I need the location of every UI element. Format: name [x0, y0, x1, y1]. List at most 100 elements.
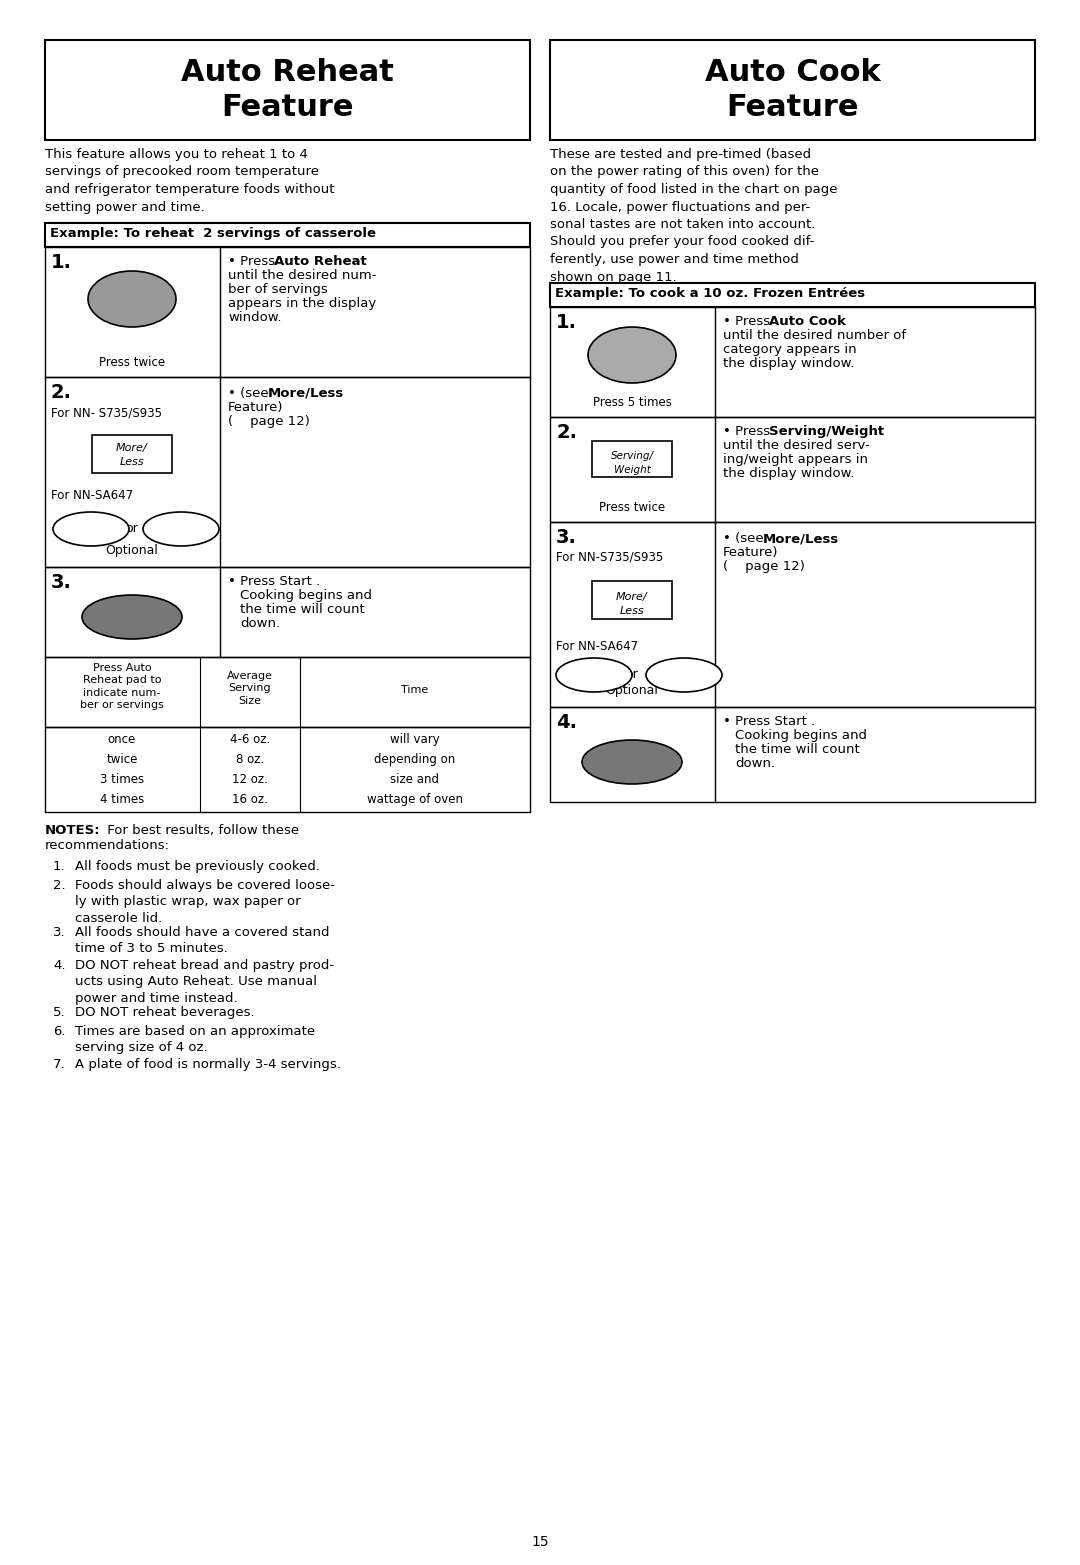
Text: will vary: will vary — [390, 732, 440, 747]
Text: the display window.: the display window. — [723, 466, 854, 480]
Text: 3.: 3. — [556, 527, 577, 548]
Text: • (see: • (see — [228, 387, 273, 401]
Text: 2.: 2. — [556, 423, 577, 441]
Text: All foods must be previously cooked.: All foods must be previously cooked. — [75, 861, 320, 873]
Text: Example: To reheat  2 servings of casserole: Example: To reheat 2 servings of cassero… — [50, 227, 376, 239]
Text: For NN-S735/S935: For NN-S735/S935 — [556, 549, 663, 563]
Text: For NN-SA647: For NN-SA647 — [51, 488, 133, 502]
Text: 4.: 4. — [556, 714, 577, 732]
Text: depending on: depending on — [375, 753, 456, 765]
Text: 2.: 2. — [53, 880, 66, 892]
Text: (    page 12): ( page 12) — [228, 415, 310, 427]
Text: Auto Cook
Feature: Auto Cook Feature — [704, 58, 880, 122]
Text: For NN- S735/S935: For NN- S735/S935 — [51, 407, 162, 419]
Text: DO NOT reheat bread and pastry prod-
ucts using Auto Reheat. Use manual
power an: DO NOT reheat bread and pastry prod- uct… — [75, 959, 334, 1005]
Text: More/Less: More/Less — [762, 532, 839, 545]
Ellipse shape — [87, 271, 176, 327]
Text: Foods should always be covered loose-
ly with plastic wrap, wax paper or
cassero: Foods should always be covered loose- ly… — [75, 880, 335, 925]
Text: Time: Time — [402, 685, 429, 695]
Text: Auto: Auto — [621, 344, 644, 355]
Bar — [592, 581, 672, 620]
Text: 15: 15 — [531, 1535, 549, 1549]
Text: category appears in: category appears in — [723, 343, 856, 355]
Text: Feature): Feature) — [723, 546, 779, 559]
Bar — [550, 707, 1035, 801]
Text: Optional: Optional — [606, 684, 659, 696]
Text: Press Auto
Reheat pad to
indicate num-
ber or servings: Press Auto Reheat pad to indicate num- b… — [80, 664, 164, 711]
Bar — [45, 567, 530, 657]
Text: 3.: 3. — [53, 926, 66, 939]
Text: twice: twice — [106, 753, 137, 765]
Text: Less: Less — [620, 606, 645, 617]
Bar — [550, 523, 1035, 707]
Text: Feature): Feature) — [228, 401, 283, 415]
Text: 12 oz.: 12 oz. — [232, 773, 268, 786]
Text: • Press: • Press — [723, 315, 774, 329]
Text: • Press: • Press — [723, 426, 774, 438]
Text: This feature allows you to reheat 1 to 4
servings of precooked room temperature
: This feature allows you to reheat 1 to 4… — [45, 149, 335, 213]
Text: or: or — [125, 523, 138, 535]
Text: 4-6 oz.: 4-6 oz. — [230, 732, 270, 747]
Bar — [45, 222, 530, 247]
Text: Auto: Auto — [121, 290, 144, 299]
Text: 4 times: 4 times — [99, 793, 144, 806]
Text: 16 oz.: 16 oz. — [232, 793, 268, 806]
Bar — [45, 728, 530, 812]
Text: Times are based on an approximate
serving size of 4 oz.: Times are based on an approximate servin… — [75, 1025, 315, 1055]
Text: ing/weight appears in: ing/weight appears in — [723, 452, 868, 466]
Text: All foods should have a covered stand
time of 3 to 5 minutes.: All foods should have a covered stand ti… — [75, 926, 329, 956]
Bar — [45, 657, 530, 728]
Text: 6.: 6. — [53, 1025, 66, 1038]
Text: More/: More/ — [617, 592, 648, 603]
Bar — [550, 283, 1035, 307]
Text: or: or — [625, 668, 638, 681]
Text: Optional: Optional — [106, 545, 159, 557]
Text: Press 5 times: Press 5 times — [593, 396, 672, 408]
Text: Reheat: Reheat — [615, 357, 649, 368]
Text: wattage of oven: wattage of oven — [367, 793, 463, 806]
Text: the display window.: the display window. — [723, 357, 854, 369]
Ellipse shape — [143, 512, 219, 546]
Text: For NN-SA647: For NN-SA647 — [556, 640, 638, 653]
Bar — [550, 307, 1035, 416]
Text: 3 times: 3 times — [100, 773, 144, 786]
Text: 7.: 7. — [53, 1058, 66, 1070]
Ellipse shape — [556, 657, 632, 692]
Text: 1.: 1. — [556, 313, 577, 332]
Text: More: More — [581, 670, 607, 681]
Text: once: once — [108, 732, 136, 747]
Text: appears in the display: appears in the display — [228, 297, 376, 310]
Text: NOTES:: NOTES: — [45, 825, 100, 837]
Text: More/: More/ — [117, 443, 148, 452]
Text: Auto Reheat
Feature: Auto Reheat Feature — [181, 58, 394, 122]
Text: (1-4 servings): (1-4 servings) — [103, 313, 161, 322]
Text: Weight: Weight — [613, 465, 650, 476]
Ellipse shape — [82, 595, 183, 639]
Text: 1.: 1. — [53, 861, 66, 873]
Text: down.: down. — [240, 617, 280, 631]
Text: Reheat: Reheat — [114, 300, 149, 311]
Text: • (see: • (see — [723, 532, 768, 545]
Text: For best results, follow these: For best results, follow these — [103, 825, 299, 837]
Ellipse shape — [53, 512, 129, 546]
Text: until the desired serv-: until the desired serv- — [723, 440, 869, 452]
Text: Auto Cook: Auto Cook — [769, 315, 846, 329]
Text: recommendations:: recommendations: — [45, 839, 170, 851]
Text: Less: Less — [170, 524, 192, 534]
Text: Serving/Weight: Serving/Weight — [769, 426, 885, 438]
Text: Cooking begins and: Cooking begins and — [735, 729, 867, 742]
Bar — [550, 416, 1035, 523]
Text: • Press: • Press — [228, 255, 280, 268]
Text: Start: Start — [117, 610, 147, 623]
Text: (    page 12): ( page 12) — [723, 560, 805, 573]
Bar — [45, 377, 530, 567]
Text: 2.: 2. — [51, 383, 72, 402]
Text: 8 oz.: 8 oz. — [235, 753, 265, 765]
Text: 1.: 1. — [51, 254, 72, 272]
Text: Less: Less — [673, 670, 696, 681]
Text: These are tested and pre-timed (based
on the power rating of this oven) for the
: These are tested and pre-timed (based on… — [550, 149, 837, 283]
Text: More/Less: More/Less — [268, 387, 345, 401]
Ellipse shape — [646, 657, 723, 692]
Ellipse shape — [588, 327, 676, 383]
Text: ber of servings: ber of servings — [228, 283, 327, 296]
